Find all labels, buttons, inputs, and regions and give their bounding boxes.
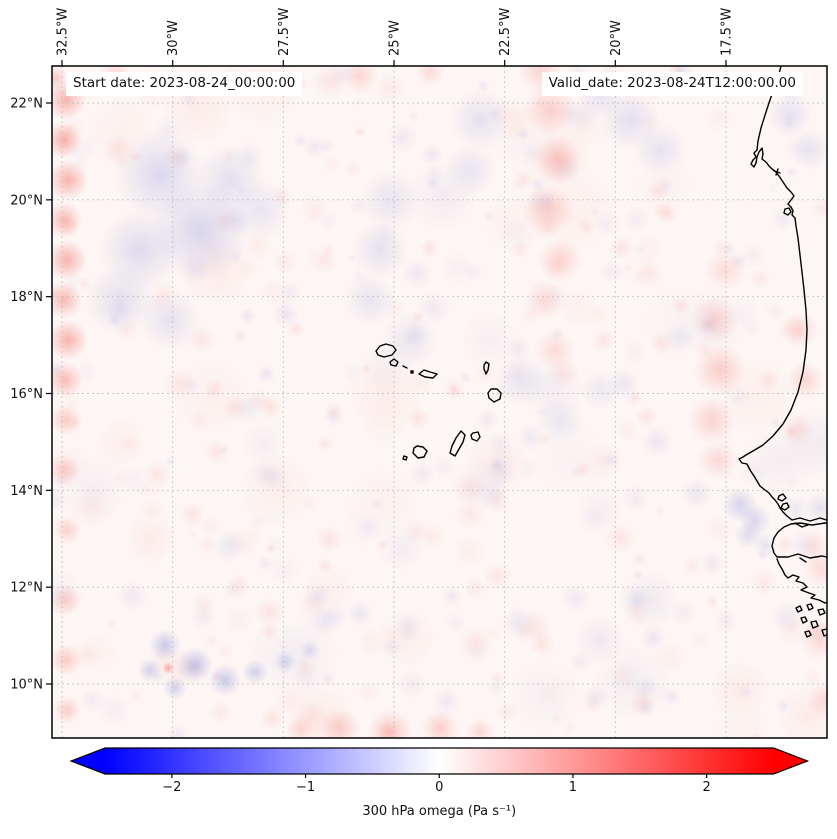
x-tick-label: 25°W <box>388 20 403 56</box>
coastline-brava <box>402 455 408 461</box>
coastline-fogo <box>412 445 428 459</box>
grid-lines <box>52 66 827 738</box>
colorbar-label: 300 hPa omega (Pa s⁻¹) <box>362 804 517 819</box>
colorbar: −2 −1 0 1 2 <box>69 747 810 795</box>
x-tick-label: 20°W <box>609 20 624 56</box>
colorbar-tick-label: −1 <box>296 780 315 795</box>
colorbar-body <box>105 748 774 774</box>
coastline-bijagos-1 <box>795 605 803 613</box>
coastline-saloum-loop-2 <box>780 502 790 511</box>
y-tick-label: 14°N <box>10 484 43 499</box>
coastline-casamance-stub <box>799 557 807 563</box>
coastline-guinea-bissau-coast <box>776 558 827 604</box>
plot-border <box>51 65 828 739</box>
y-tick-label: 18°N <box>10 290 43 305</box>
coastline-ilheu-dot <box>410 370 414 374</box>
x-tick-label: 17.5°W <box>720 8 735 56</box>
omega-field-canvas <box>52 66 827 738</box>
coastline-boa-vista <box>487 388 502 403</box>
valid-date-annotation: Valid_date: 2023-08-24T12:00:00.00 <box>541 72 803 96</box>
coastline-maio <box>470 431 481 442</box>
coastline-bijagos-8 <box>830 617 836 623</box>
coastline-sao-nicolau <box>418 369 438 379</box>
coastline-bijagos-5 <box>810 620 819 629</box>
coastline-santa-luzia <box>402 365 408 369</box>
y-axis-left: 22°N 20°N 18°N 16°N 14°N 12°N 10°N <box>10 97 52 693</box>
x-tick-label: 22.5°W <box>498 8 513 56</box>
y-tick-label: 10°N <box>10 678 43 693</box>
coastline-gambia-south-to-casamance <box>771 522 827 559</box>
coastline-gambia-river-stub <box>794 522 809 528</box>
colorbar-arrow-right <box>773 748 808 774</box>
coastline-bijagos-4 <box>800 616 808 624</box>
coastline-bijagos-3 <box>817 608 826 616</box>
coastline-tidra-island <box>783 207 792 216</box>
coastline-bijagos-6 <box>821 628 827 637</box>
colorbar-outline <box>69 747 810 775</box>
colorbar-tick-label: 1 <box>569 780 577 795</box>
coastline-west-africa-north <box>738 66 827 522</box>
coastline-cap-timiris-islet-b <box>775 168 779 176</box>
x-tick-label: 32.5°W <box>56 8 71 56</box>
coastline-sao-vicente <box>389 358 399 367</box>
start-date-annotation: Start date: 2023-08-24_00:00:00 <box>66 72 303 96</box>
coastline-bijagos-2 <box>806 603 814 611</box>
coastlines <box>375 66 836 638</box>
colorbar-tick-label: −2 <box>162 780 181 795</box>
y-tick-label: 16°N <box>10 387 43 402</box>
coastline-santiago <box>449 430 466 457</box>
x-tick-label: 30°W <box>166 20 181 56</box>
coastline-bijagos-7 <box>804 630 812 638</box>
colorbar-tick-label: 2 <box>703 780 711 795</box>
coastline-sal <box>483 361 490 375</box>
coastline-saloum-loop-1 <box>777 493 787 502</box>
y-tick-label: 22°N <box>10 97 43 112</box>
y-tick-label: 12°N <box>10 581 43 596</box>
x-tick-label: 27.5°W <box>277 8 292 56</box>
x-axis-top: 32.5°W 30°W 27.5°W 25°W 22.5°W 20°W 17.5°W <box>56 8 735 66</box>
colorbar-arrow-left <box>71 748 105 774</box>
y-tick-label: 20°N <box>10 193 43 208</box>
coastline-santo-antao <box>375 343 397 358</box>
colorbar-tick-label: 0 <box>435 780 443 795</box>
